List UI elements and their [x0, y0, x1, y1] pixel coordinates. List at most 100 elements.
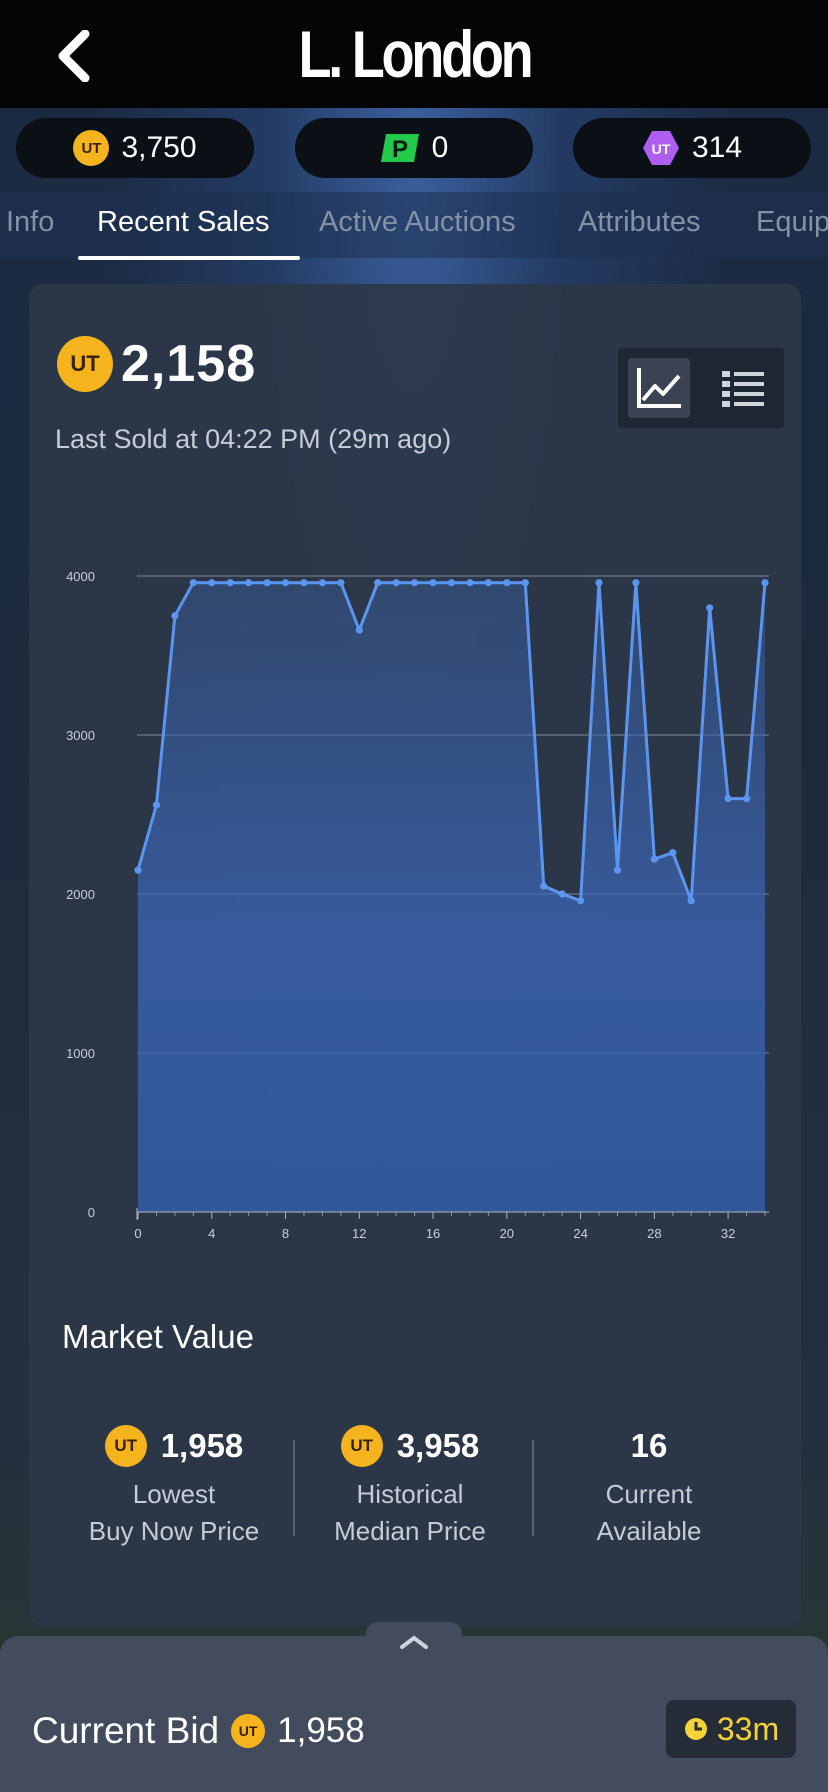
sales-chart: 0 1000 2000 3000 4000 0 4 8 12 16 20 24 28 32 — [66, 569, 769, 1241]
y-tick-label: 3000 — [66, 728, 95, 743]
y-tick-label: 1000 — [66, 1046, 95, 1061]
data-point — [558, 890, 566, 898]
last-sold-price: 2,158 — [121, 335, 257, 393]
data-point — [706, 604, 714, 612]
tab-bar: Info Recent Sales Active Auctions Attrib… — [0, 192, 828, 258]
stat-label-line2: Median Price — [334, 1516, 486, 1546]
chart-view-button[interactable] — [628, 358, 690, 418]
data-point — [189, 579, 197, 587]
data-point — [484, 579, 492, 587]
ut-coin-icon: UT — [231, 1714, 266, 1748]
chevron-up-icon — [400, 1635, 428, 1649]
gems-balance: UT 314 — [573, 118, 811, 178]
data-point — [632, 579, 640, 587]
tab-recent-sales[interactable]: Recent Sales — [97, 206, 270, 238]
stat-divider — [293, 1440, 295, 1536]
data-point — [466, 579, 474, 587]
data-point — [540, 882, 548, 890]
x-tick-label: 20 — [500, 1226, 514, 1241]
gems-value: 314 — [691, 131, 743, 164]
x-tick-label: 0 — [134, 1226, 141, 1241]
data-point — [521, 579, 529, 587]
tab-active-auctions[interactable]: Active Auctions — [319, 206, 516, 238]
historical-median-value: 3,958 — [396, 1427, 480, 1464]
y-tick-label: 4000 — [66, 569, 95, 584]
back-button[interactable] — [48, 26, 98, 86]
data-point — [208, 579, 216, 587]
current-available-stat: 16 Current Available — [534, 1424, 764, 1550]
ut-coin-icon: UT — [104, 1425, 147, 1467]
line-chart-icon — [637, 368, 681, 408]
timer-value: 33m — [716, 1710, 780, 1747]
data-point — [503, 579, 511, 587]
data-point — [134, 866, 142, 874]
p-points-icon: P — [380, 134, 419, 163]
data-point — [318, 579, 327, 587]
price-row: UT 2,158 — [57, 334, 256, 394]
tab-equip[interactable]: Equip — [756, 206, 828, 238]
y-tick-label: 0 — [88, 1205, 95, 1220]
current-bid-label: Current Bid — [32, 1710, 220, 1751]
stat-label-line1: Historical — [356, 1479, 464, 1509]
svg-text:P: P — [392, 136, 408, 163]
stat-divider — [532, 1440, 534, 1536]
list-icon — [722, 371, 764, 407]
ut-coin-icon: UT — [340, 1425, 383, 1467]
sales-card: UT 2,158 Last Sold at 04:22 PM (29m ago) — [29, 284, 801, 1626]
view-toggle — [618, 348, 784, 428]
data-point — [355, 626, 363, 634]
auction-timer: 33m — [666, 1700, 796, 1758]
data-point — [687, 897, 695, 905]
data-point — [429, 579, 437, 587]
stat-label-line2: Available — [596, 1516, 702, 1546]
top-bar: L. London — [0, 0, 828, 108]
data-point — [724, 795, 732, 803]
data-point — [226, 579, 234, 587]
list-view-button[interactable] — [712, 358, 774, 418]
expand-handle[interactable] — [366, 1622, 462, 1670]
data-point — [650, 855, 658, 863]
tab-info[interactable]: Info — [6, 206, 55, 238]
data-point — [171, 612, 179, 620]
data-point — [152, 801, 161, 809]
ut-coin-icon: UT — [73, 130, 110, 166]
data-point — [761, 579, 769, 587]
data-point — [392, 579, 400, 587]
last-sold-text: Last Sold at 04:22 PM (29m ago) — [55, 424, 452, 454]
tab-attributes[interactable]: Attributes — [578, 206, 701, 238]
data-point — [281, 579, 290, 587]
market-value-title: Market Value — [62, 1318, 254, 1355]
data-point — [613, 866, 622, 874]
data-point — [447, 579, 456, 587]
stat-label-line2: Buy Now Price — [88, 1516, 260, 1546]
x-tick-label: 32 — [721, 1226, 735, 1241]
lowest-buy-now-value: 1,958 — [160, 1427, 244, 1464]
ut-coins-balance: UT 3,750 — [16, 118, 254, 178]
bottom-bid-bar: Current Bid UT 1,958 33m — [0, 1622, 828, 1792]
chevron-left-icon — [58, 30, 90, 82]
currency-row: UT 3,750 P 0 UT 314 — [0, 118, 828, 178]
chart-area-fill — [138, 582, 765, 1212]
clock-icon — [684, 1718, 707, 1740]
stat-label-line1: Current — [605, 1479, 693, 1509]
x-tick-label: 28 — [647, 1226, 661, 1241]
data-point — [595, 579, 603, 587]
data-point — [411, 579, 419, 587]
lowest-buy-now-stat: UT 1,958 Lowest Buy Now Price — [59, 1424, 289, 1550]
current-bid: Current Bid UT 1,958 — [32, 1710, 365, 1752]
x-tick-label: 4 — [208, 1226, 215, 1241]
data-point — [245, 579, 253, 587]
data-point — [576, 897, 585, 905]
current-bid-value: 1,958 — [277, 1711, 365, 1750]
data-point — [669, 849, 677, 857]
data-point — [337, 579, 345, 587]
data-point — [300, 579, 308, 587]
y-tick-label: 2000 — [66, 887, 95, 902]
ut-coin-icon: UT — [57, 336, 113, 392]
current-available-value: 16 — [630, 1427, 668, 1464]
x-tick-label: 12 — [352, 1226, 366, 1241]
data-point — [374, 579, 382, 587]
x-tick-label: 24 — [573, 1226, 587, 1241]
ut-coins-value: 3,750 — [121, 131, 197, 164]
active-tab-indicator — [78, 256, 300, 260]
